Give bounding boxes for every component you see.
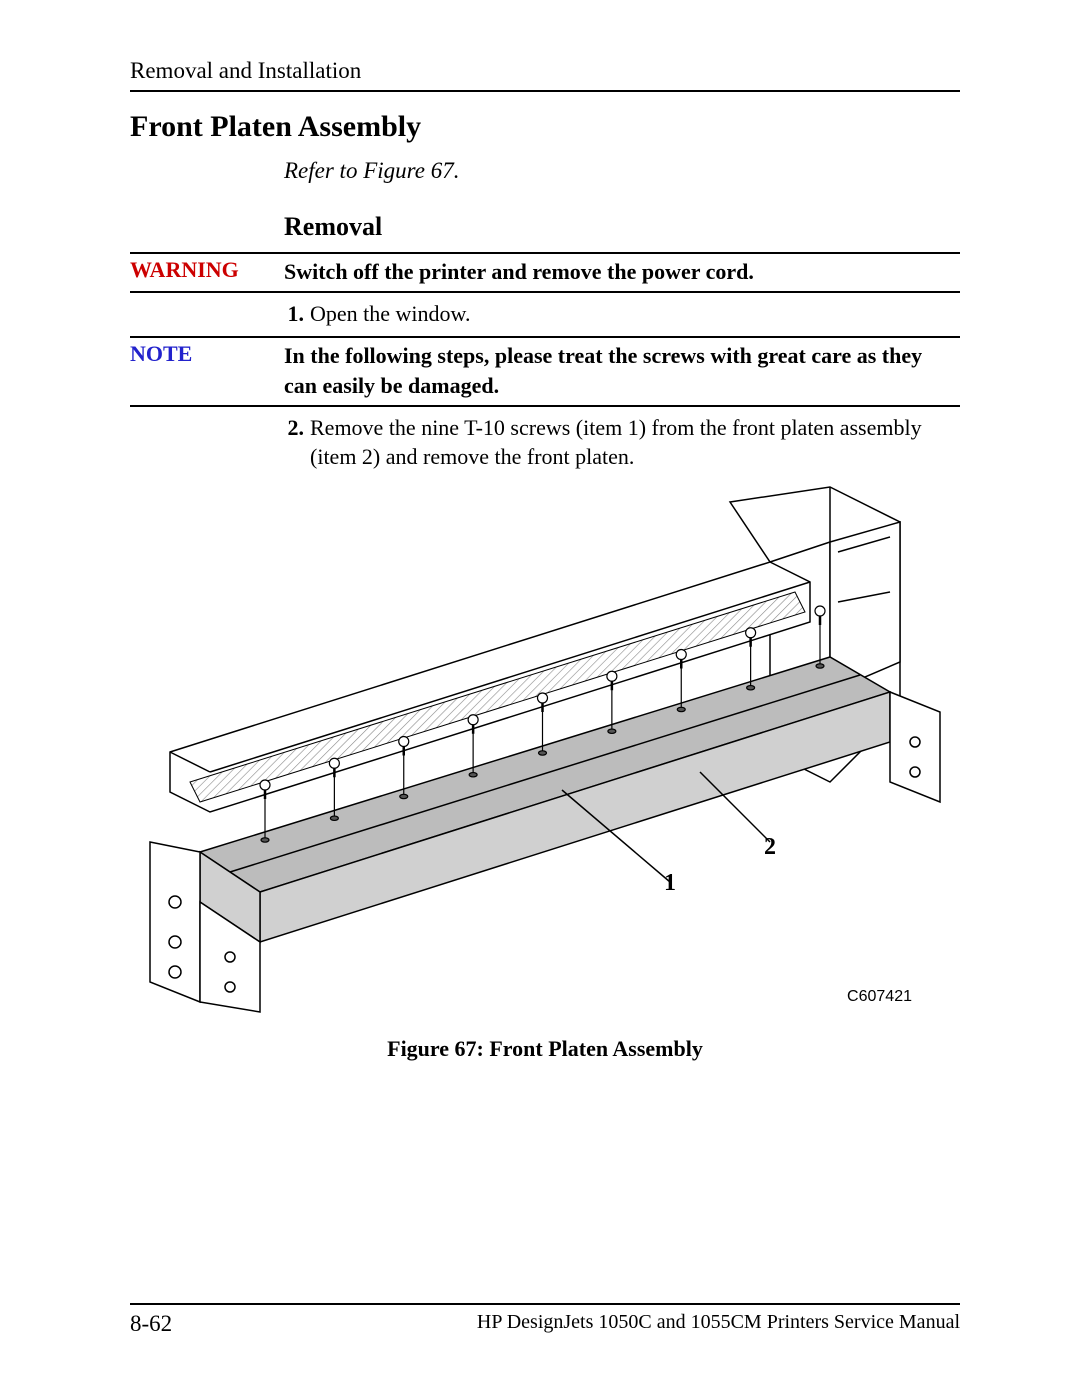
footer-page-number: 8-62	[130, 1311, 172, 1337]
note-callout: NOTE In the following steps, please trea…	[130, 336, 960, 406]
step-1-text: Open the window.	[310, 299, 960, 329]
note-label: NOTE	[130, 341, 284, 367]
page: Removal and Installation Front Platen As…	[0, 0, 1080, 1397]
warning-text: Switch off the printer and remove the po…	[284, 257, 960, 287]
step-2-text: Remove the nine T-10 screws (item 1) fro…	[310, 413, 960, 472]
rule-bottom	[130, 1303, 960, 1305]
rule-top	[130, 90, 960, 92]
note-text: In the following steps, please treat the…	[284, 341, 960, 400]
figure-drawing-number: C607421	[847, 988, 912, 1006]
section-header: Removal and Installation	[130, 58, 960, 84]
figure-67: 1 2 C607421	[130, 482, 982, 1022]
figure-drawing	[130, 482, 982, 1022]
figure-reference: Refer to Figure 67.	[130, 158, 960, 184]
footer-doc-title: HP DesignJets 1050C and 1055CM Printers …	[477, 1311, 960, 1337]
step-1: 1. Open the window.	[130, 299, 960, 329]
figure-caption: Figure 67: Front Platen Assembly	[130, 1036, 960, 1062]
figure-callout-1: 1	[664, 870, 676, 897]
step-2: 2. Remove the nine T-10 screws (item 1) …	[130, 413, 960, 472]
warning-callout: WARNING Switch off the printer and remov…	[130, 252, 960, 293]
page-title: Front Platen Assembly	[130, 110, 960, 144]
page-footer: 8-62 HP DesignJets 1050C and 1055CM Prin…	[130, 1303, 960, 1337]
step-2-number: 2.	[284, 413, 310, 472]
figure-callout-2: 2	[764, 834, 776, 861]
subsection-heading: Removal	[130, 212, 960, 242]
warning-label: WARNING	[130, 257, 284, 283]
step-1-number: 1.	[284, 299, 310, 329]
